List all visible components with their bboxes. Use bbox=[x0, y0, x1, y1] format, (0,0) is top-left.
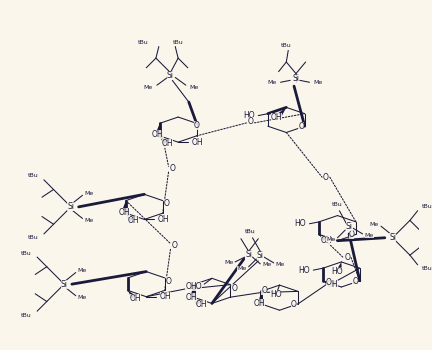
Text: O: O bbox=[194, 121, 200, 130]
Text: HO: HO bbox=[332, 267, 343, 276]
Polygon shape bbox=[123, 201, 127, 210]
Text: Si: Si bbox=[292, 74, 299, 83]
Text: O: O bbox=[231, 284, 237, 293]
Text: Si: Si bbox=[67, 202, 74, 211]
Text: HO: HO bbox=[243, 111, 254, 120]
Text: Me: Me bbox=[78, 268, 87, 273]
Text: Me: Me bbox=[238, 266, 247, 271]
Text: O: O bbox=[185, 282, 191, 291]
Text: Me: Me bbox=[370, 222, 379, 227]
Text: tBu: tBu bbox=[422, 204, 432, 209]
Text: tBu: tBu bbox=[281, 43, 292, 48]
Text: Si: Si bbox=[167, 71, 174, 80]
Text: OH: OH bbox=[254, 300, 265, 308]
Text: tBu: tBu bbox=[21, 313, 32, 317]
Text: O: O bbox=[172, 241, 177, 250]
Text: O: O bbox=[323, 173, 329, 182]
Text: OH: OH bbox=[186, 293, 197, 302]
Text: OH: OH bbox=[128, 216, 140, 225]
Polygon shape bbox=[128, 290, 136, 299]
Text: O: O bbox=[344, 253, 350, 262]
Polygon shape bbox=[259, 292, 264, 301]
Text: Me: Me bbox=[84, 191, 94, 196]
Text: O: O bbox=[248, 117, 254, 126]
Text: Me: Me bbox=[190, 85, 199, 90]
Text: HO: HO bbox=[298, 266, 309, 275]
Polygon shape bbox=[323, 281, 331, 287]
Text: Si: Si bbox=[346, 222, 353, 231]
Text: O: O bbox=[165, 277, 172, 286]
Text: OH: OH bbox=[321, 236, 333, 245]
Text: Me: Me bbox=[84, 218, 94, 223]
Text: tBu: tBu bbox=[245, 230, 256, 236]
Text: Me: Me bbox=[313, 80, 323, 85]
Text: OH: OH bbox=[160, 292, 172, 301]
Text: O: O bbox=[261, 286, 267, 295]
Text: Si: Si bbox=[60, 280, 68, 289]
Text: Si: Si bbox=[389, 233, 396, 242]
Text: HO: HO bbox=[270, 290, 282, 299]
Text: Me: Me bbox=[224, 260, 233, 265]
Text: Me: Me bbox=[365, 233, 374, 238]
Text: HO: HO bbox=[191, 281, 202, 290]
Text: tBu: tBu bbox=[422, 266, 432, 271]
Text: Me: Me bbox=[78, 295, 87, 300]
Text: O: O bbox=[169, 164, 175, 173]
Text: tBu: tBu bbox=[245, 230, 256, 235]
Text: O: O bbox=[291, 300, 296, 309]
Text: Me: Me bbox=[326, 237, 336, 242]
Polygon shape bbox=[194, 297, 200, 305]
Text: Me: Me bbox=[276, 262, 285, 267]
Polygon shape bbox=[191, 285, 196, 294]
Text: tBu: tBu bbox=[138, 40, 149, 45]
Text: OH: OH bbox=[327, 280, 338, 289]
Text: tBu: tBu bbox=[21, 251, 32, 256]
Text: Me: Me bbox=[267, 80, 276, 85]
Polygon shape bbox=[160, 136, 167, 144]
Text: Si: Si bbox=[245, 250, 252, 259]
Text: O: O bbox=[299, 122, 304, 131]
Text: HO: HO bbox=[294, 219, 305, 228]
Text: OH: OH bbox=[158, 215, 169, 224]
Text: OH: OH bbox=[192, 138, 203, 147]
Text: tBu: tBu bbox=[332, 202, 343, 208]
Text: OH: OH bbox=[195, 300, 207, 309]
Text: tBu: tBu bbox=[27, 235, 38, 240]
Text: Si: Si bbox=[257, 251, 264, 260]
Text: O: O bbox=[164, 199, 169, 209]
Text: OH: OH bbox=[152, 131, 164, 139]
Text: Me: Me bbox=[262, 262, 271, 267]
Polygon shape bbox=[278, 107, 286, 117]
Polygon shape bbox=[156, 123, 161, 132]
Text: O: O bbox=[326, 278, 332, 287]
Polygon shape bbox=[126, 213, 133, 222]
Text: OH: OH bbox=[130, 294, 141, 303]
Polygon shape bbox=[337, 262, 342, 270]
Text: O: O bbox=[353, 276, 358, 286]
Text: OH: OH bbox=[118, 208, 130, 217]
Text: OH: OH bbox=[162, 139, 173, 148]
Text: tBu: tBu bbox=[173, 40, 184, 45]
Text: OH: OH bbox=[271, 113, 283, 121]
Polygon shape bbox=[319, 234, 327, 241]
Text: Me: Me bbox=[144, 85, 153, 90]
Text: tBu: tBu bbox=[27, 174, 38, 178]
Text: O: O bbox=[349, 230, 355, 239]
